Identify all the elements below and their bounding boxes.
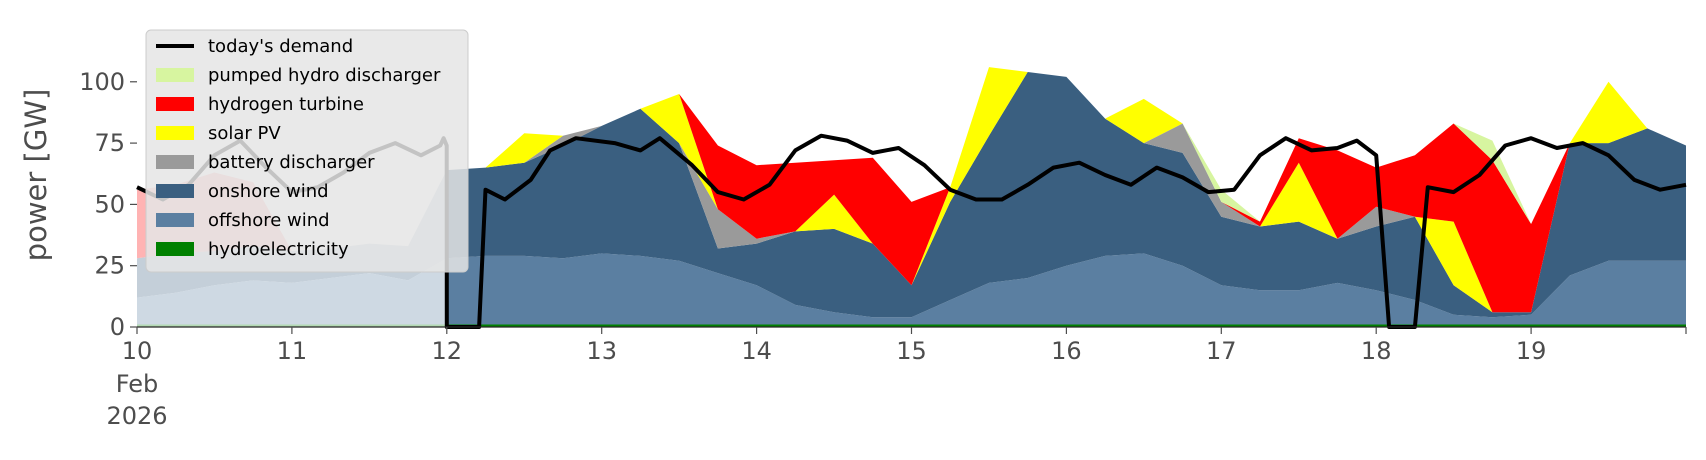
legend-label-pumped-hydro-discharger: pumped hydro discharger [208, 65, 441, 86]
y-axis: 0 25 50 75 100 [79, 68, 137, 341]
x-tick-label: 13 [586, 337, 617, 365]
area-hydroelectricity [137, 324, 1686, 327]
x-tick-label: 14 [741, 337, 772, 365]
x-tick-label: 10 [122, 337, 153, 365]
x-tick-label: 18 [1361, 337, 1392, 365]
legend-label-hydroelectricity: hydroelectricity [208, 239, 349, 260]
x-tick-label: 11 [277, 337, 308, 365]
legend-label-today-s-demand: today's demand [208, 36, 353, 57]
x-tick-label: 16 [1051, 337, 1082, 365]
legend-label-onshore-wind: onshore wind [208, 181, 329, 202]
stacked-areas [137, 67, 1686, 327]
legend-swatch-solar-pv [156, 126, 194, 140]
legend-swatch-hydroelectricity [156, 242, 194, 256]
y-tick-label: 100 [79, 68, 125, 96]
area-onshore-wind [137, 72, 1686, 318]
x-tick-sublabel: 2026 [106, 402, 167, 430]
y-axis-title: power [GW] [19, 89, 53, 262]
x-tick-sublabel: Feb [116, 370, 159, 398]
legend-swatch-hydrogen-turbine [156, 97, 194, 111]
legend-frame [145, 29, 469, 273]
legend-label-offshore-wind: offshore wind [208, 210, 330, 231]
x-tick-label: 15 [896, 337, 927, 365]
y-tick-label: 25 [94, 252, 125, 280]
y-tick-label: 0 [110, 313, 125, 341]
legend-label-solar-pv: solar PV [208, 123, 281, 144]
x-tick-label: 19 [1516, 337, 1547, 365]
legend-swatch-pumped-hydro-discharger [156, 68, 194, 82]
area-offshore-wind [137, 253, 1686, 325]
legend-swatch-onshore-wind [156, 184, 194, 198]
legend: today's demand pumped hydro discharger hyd… [145, 29, 469, 273]
legend-label-hydrogen-turbine: hydrogen turbine [208, 94, 364, 115]
y-tick-label: 50 [94, 190, 125, 218]
x-tick-label: 12 [432, 337, 463, 365]
legend-swatch-offshore-wind [156, 213, 194, 227]
y-tick-label: 75 [94, 129, 125, 157]
legend-label-battery-discharger: battery discharger [208, 152, 375, 173]
x-tick-label: 17 [1206, 337, 1237, 365]
x-axis: 10 Feb 2026 11 12 13 14 15 16 17 18 19 [106, 327, 1687, 430]
legend-swatch-battery-discharger [156, 155, 194, 169]
area-hydrogen-turbine [137, 67, 1686, 313]
